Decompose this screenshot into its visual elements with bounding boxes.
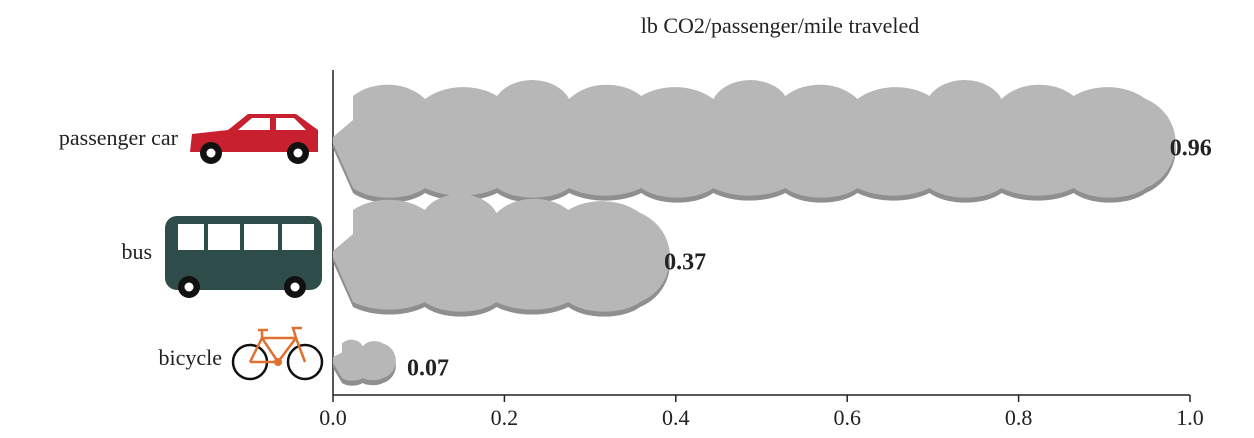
category-label: bicycle xyxy=(158,345,222,370)
x-tick-label: 0.4 xyxy=(662,405,690,430)
x-tick-label: 0.2 xyxy=(491,405,519,430)
x-tick-label: 0.0 xyxy=(319,405,347,430)
value-label: 0.07 xyxy=(407,356,449,382)
bicycle-icon xyxy=(233,328,322,379)
value-label: 0.96 xyxy=(1170,136,1212,162)
page: {"chart_data": {"type": "bar", "orientat… xyxy=(0,0,1254,438)
x-tick-label: 0.8 xyxy=(1005,405,1033,430)
cloud xyxy=(333,194,670,312)
cloud-bar xyxy=(333,340,396,386)
car-icon xyxy=(190,114,318,164)
x-tick-label: 1.0 xyxy=(1176,405,1204,430)
cloud xyxy=(333,80,1176,198)
cloud xyxy=(333,340,396,381)
bus-icon xyxy=(165,216,322,298)
chart-title: lb CO2/passenger/mile traveled xyxy=(641,13,920,38)
x-tick-label: 0.6 xyxy=(833,405,861,430)
chart: lb CO2/passenger/mile traveled 0.0 0.2 0.4… xyxy=(0,0,1254,438)
cloud-bar xyxy=(333,80,1176,203)
value-label: 0.37 xyxy=(664,250,706,276)
category-label: bus xyxy=(121,239,152,264)
cloud-bar xyxy=(333,194,670,317)
category-label: passenger car xyxy=(59,125,179,150)
